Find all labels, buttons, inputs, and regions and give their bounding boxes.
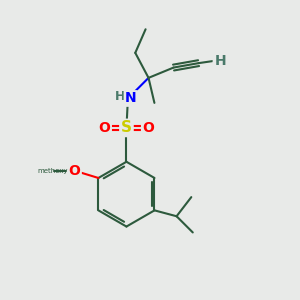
Text: H: H	[214, 54, 226, 68]
Text: methoxy: methoxy	[38, 168, 68, 174]
Text: O: O	[142, 121, 154, 135]
Text: N: N	[125, 92, 137, 106]
Text: S: S	[121, 120, 132, 135]
Text: O: O	[68, 164, 80, 178]
Text: H: H	[115, 91, 125, 103]
Text: O: O	[98, 121, 110, 135]
